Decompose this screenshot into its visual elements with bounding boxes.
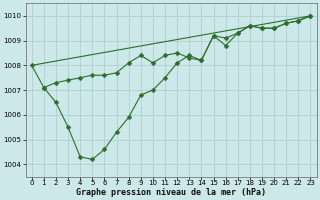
X-axis label: Graphe pression niveau de la mer (hPa): Graphe pression niveau de la mer (hPa) [76,188,266,197]
